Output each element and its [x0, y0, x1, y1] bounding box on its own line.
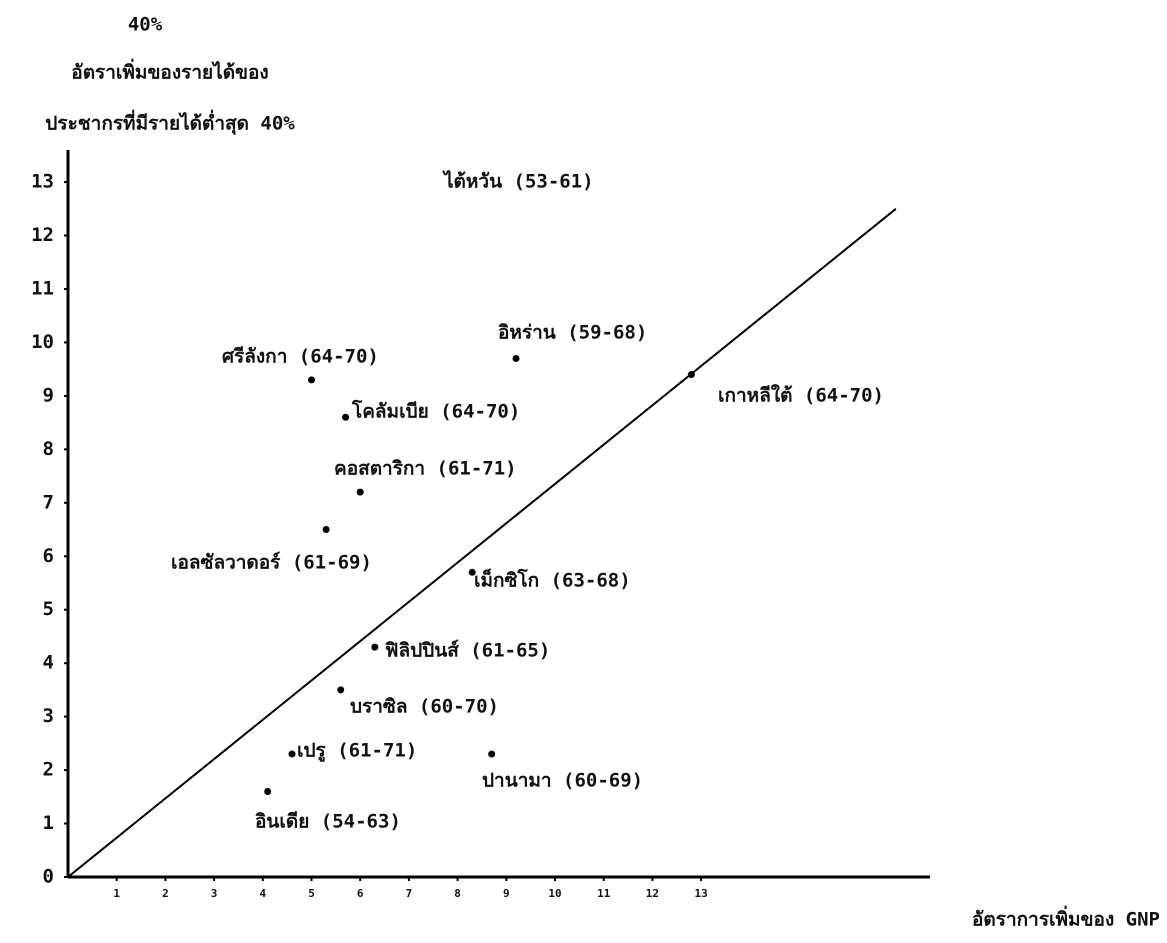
data-point	[687, 371, 695, 379]
point-label: อินเดีย (54-63)	[255, 811, 401, 833]
y-tick-label: 2	[43, 759, 54, 781]
data-point	[371, 643, 379, 651]
x-axis-title: อัตราการเพิ่มของ GNP	[972, 906, 1160, 931]
y-tick-label: 6	[43, 545, 54, 567]
y-axis-title: อัตราเพิ่มของรายได้ของ	[71, 59, 268, 84]
x-tick-label: 5	[308, 887, 315, 900]
data-point	[356, 488, 364, 496]
y-tick-label: 0	[43, 866, 54, 888]
point-label: เปรู (61-71)	[297, 740, 417, 763]
point-label: คอสตาริกา (61-71)	[334, 458, 517, 480]
point-label: ปานามา (60-69)	[482, 770, 643, 792]
x-tick-label: 13	[694, 887, 707, 900]
x-tick-label: 6	[357, 887, 364, 900]
y-axis-title: ประชากรที่มีรายได้ต่ำสุด 40%	[45, 110, 295, 136]
y-tick-label: 9	[43, 384, 54, 406]
x-tick-label: 11	[597, 887, 611, 900]
data-point	[322, 526, 330, 534]
y-tick-label: 13	[31, 171, 54, 193]
y-tick-label: 5	[43, 598, 54, 620]
y-axis-title: 40%	[128, 14, 163, 36]
point-label: โคลัมเบีย (64-70)	[351, 400, 520, 423]
x-tick-label: 3	[211, 887, 218, 900]
data-point	[468, 568, 476, 576]
annotation: ไต้หวัน (53-61)	[442, 170, 594, 193]
y-tick-label: 7	[43, 491, 54, 513]
y-tick-label: 11	[31, 277, 54, 299]
data-point	[264, 787, 272, 795]
reference-line	[67, 208, 897, 878]
x-tick-label: 9	[503, 887, 510, 900]
x-tick-label: 2	[162, 887, 169, 900]
point-label: เกาหลีใต้ (64-70)	[718, 384, 884, 407]
x-tick-label: 4	[259, 887, 266, 900]
y-tick-label: 12	[31, 224, 54, 246]
data-point	[288, 750, 296, 758]
y-tick-label: 4	[43, 652, 54, 674]
data-point	[308, 376, 316, 384]
point-label: บราซิล (60-70)	[350, 696, 499, 718]
y-tick-label: 10	[31, 331, 54, 353]
point-label: ฟิลิปปินส์ (61-65)	[385, 640, 550, 662]
y-tick-label: 1	[43, 812, 54, 834]
y-tick-label: 8	[43, 438, 54, 460]
data-point	[488, 750, 496, 758]
x-tick-label: 1	[113, 887, 120, 900]
point-label: เม็กซิโก (63-68)	[474, 568, 631, 592]
point-label: อิหร่าน (59-68)	[498, 322, 647, 344]
x-tick-label: 8	[454, 887, 461, 900]
y-tick-label: 3	[43, 705, 54, 727]
point-label: ศรีลังกา (64-70)	[222, 346, 379, 368]
point-label: เอลซัลวาดอร์ (61-69)	[171, 552, 372, 574]
data-point	[342, 413, 350, 421]
x-tick-label: 12	[646, 887, 659, 900]
x-tick-label: 10	[548, 887, 561, 900]
data-point	[337, 686, 345, 694]
data-point	[512, 354, 520, 362]
x-tick-label: 7	[406, 887, 413, 900]
